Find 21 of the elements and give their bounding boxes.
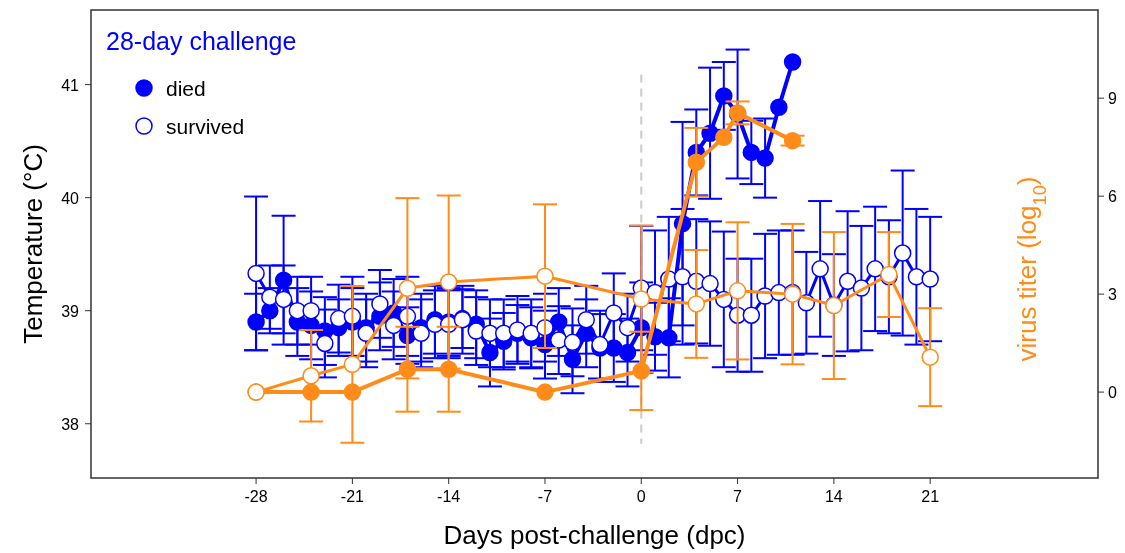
x-tick-label: -7 — [537, 488, 553, 505]
x-tick-label: -21 — [340, 488, 365, 505]
x-tick-label: 21 — [921, 488, 940, 505]
y2-tick-label: 0 — [1108, 384, 1117, 402]
x-tick-label: 0 — [636, 488, 646, 505]
y-tick-label: 39 — [61, 302, 80, 320]
y2-tick-label: 9 — [1108, 90, 1117, 108]
x-tick-label: -28 — [244, 488, 268, 505]
y2-tick-label: 3 — [1108, 286, 1117, 304]
x-tick-label: 7 — [733, 488, 743, 505]
y-axis-title: Temperature (°C) — [18, 144, 48, 344]
legend-label: died — [166, 77, 206, 100]
x-tick-label: -14 — [437, 488, 461, 505]
legend-label: survived — [166, 115, 245, 138]
x-tick-label: 14 — [824, 488, 843, 505]
y2-tick-label: 6 — [1108, 188, 1117, 206]
y-tick-label: 41 — [61, 76, 80, 94]
x-axis-title: Days post-challenge (dpc) — [443, 520, 746, 550]
y-tick-label: 40 — [61, 189, 80, 207]
legend-title: 28-day challenge — [106, 27, 297, 55]
y-tick-label: 38 — [61, 415, 80, 433]
